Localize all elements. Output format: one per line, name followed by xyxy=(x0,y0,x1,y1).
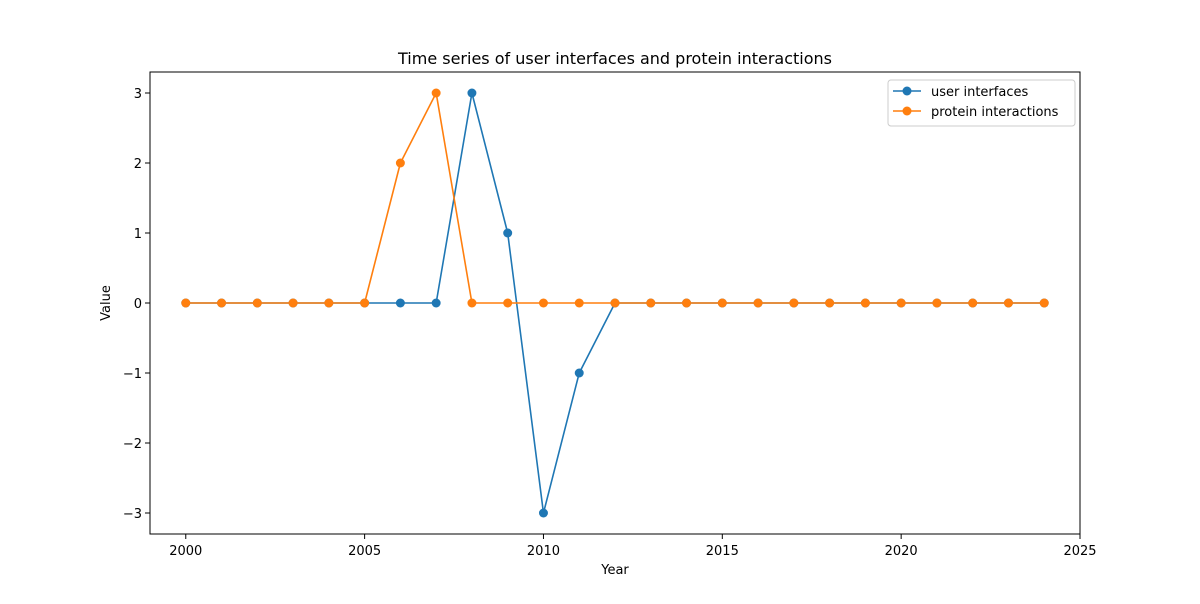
series-2-point xyxy=(431,88,441,98)
x-tick-label: 2015 xyxy=(706,544,739,559)
series-2-point xyxy=(682,298,692,308)
series-2-point xyxy=(574,298,584,308)
series-2-point xyxy=(896,298,906,308)
series-2-point xyxy=(288,298,298,308)
x-axis-ticks: 2000 2005 2010 2015 2020 2025 xyxy=(169,534,1097,559)
series-1-point xyxy=(395,298,405,308)
legend-label: user interfaces xyxy=(931,85,1028,100)
series-1-point xyxy=(574,368,584,378)
series-1-point xyxy=(467,88,477,98)
series-2-point xyxy=(610,298,620,308)
legend-box xyxy=(887,79,1076,127)
legend-marker xyxy=(902,106,912,116)
series-2-point xyxy=(646,298,656,308)
series-2-point xyxy=(503,298,513,308)
series-2-point xyxy=(932,298,942,308)
x-tick-label: 2010 xyxy=(527,544,560,559)
series-2-point xyxy=(1039,298,1049,308)
series-2-point xyxy=(324,298,334,308)
series-1-point xyxy=(503,228,513,238)
series-1-point xyxy=(538,508,548,518)
series-2-point xyxy=(360,298,370,308)
x-tick-label: 2005 xyxy=(348,544,381,559)
series-2-point xyxy=(538,298,548,308)
series-2-point xyxy=(395,158,405,168)
series-2-point xyxy=(825,298,835,308)
series-2-point xyxy=(467,298,477,308)
chart-title: Time series of user interfaces and prote… xyxy=(397,49,832,68)
legend: user interfaces protein interactions xyxy=(887,79,1076,127)
y-tick-label: −1 xyxy=(123,367,142,382)
y-tick-label: 0 xyxy=(134,297,142,312)
x-tick-label: 2000 xyxy=(169,544,202,559)
y-tick-label: 2 xyxy=(134,157,142,172)
y-tick-label: 3 xyxy=(134,87,142,102)
series-2-point xyxy=(860,298,870,308)
y-tick-label: −3 xyxy=(123,507,142,522)
y-tick-label: 1 xyxy=(134,227,142,242)
series-group xyxy=(181,88,1049,518)
y-tick-label: −2 xyxy=(123,437,142,452)
series-2-point xyxy=(789,298,799,308)
legend-label: protein interactions xyxy=(931,105,1059,120)
series-2-point xyxy=(968,298,978,308)
y-axis-label: Value xyxy=(99,285,114,321)
x-tick-label: 2020 xyxy=(885,544,918,559)
series-1-point xyxy=(431,298,441,308)
legend-marker xyxy=(902,86,912,96)
y-axis-ticks: −3 −2 −1 0 1 2 3 xyxy=(123,87,150,522)
series-2-point xyxy=(217,298,227,308)
series-2-point xyxy=(717,298,727,308)
series-2-point xyxy=(252,298,262,308)
x-tick-label: 2025 xyxy=(1063,544,1096,559)
x-axis-label: Year xyxy=(600,563,629,578)
series-2-point xyxy=(1003,298,1013,308)
series-2-point xyxy=(181,298,191,308)
series-2-point xyxy=(753,298,763,308)
